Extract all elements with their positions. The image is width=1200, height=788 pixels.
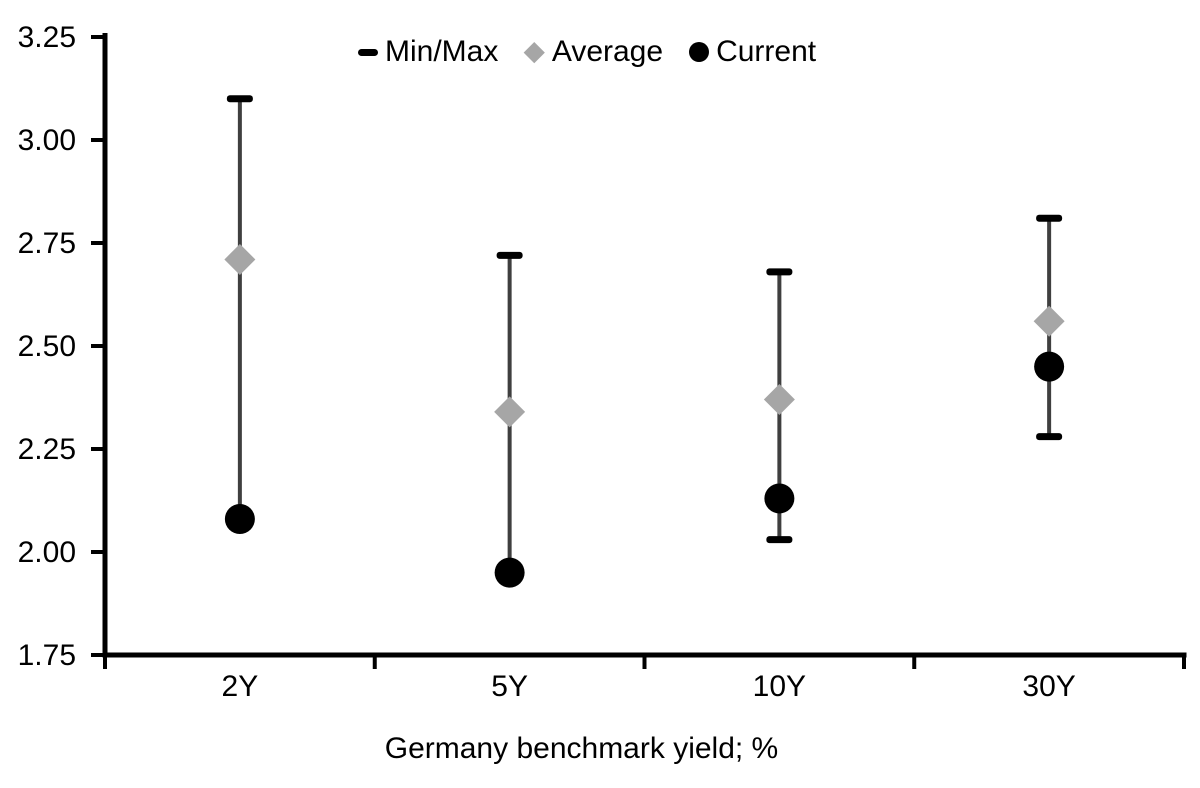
legend-item: Current: [689, 36, 816, 68]
y-tick-label: 1.75: [17, 638, 76, 672]
average-diamond-marker: [224, 243, 256, 275]
y-tick-label: 2.25: [17, 432, 76, 466]
min-cap-marker: [1036, 433, 1063, 441]
y-tick-label: 3.00: [17, 123, 76, 157]
max-cap-marker: [226, 95, 253, 103]
legend-item-label: Current: [716, 35, 817, 68]
max-cap-marker: [766, 268, 793, 276]
average-diamond-marker: [1033, 305, 1065, 337]
legend: Min/Max Average Current: [358, 36, 816, 68]
average-diamond-marker: [494, 396, 526, 428]
average-diamond-marker: [763, 384, 795, 416]
y-tick-label: 2.50: [17, 329, 76, 363]
max-cap-marker: [1036, 214, 1063, 222]
legend-item: Min/Max: [358, 36, 498, 68]
x-axis-title: Germany benchmark yield; %: [384, 732, 779, 765]
max-cap-marker: [496, 251, 523, 259]
y-tick-label: 2.00: [17, 535, 76, 569]
x-tick-label: 5Y: [491, 670, 528, 703]
legend-item-label: Min/Max: [385, 35, 499, 68]
y-tick-label: 2.75: [17, 226, 76, 260]
current-circle-marker: [494, 557, 525, 588]
x-tick-label: 2Y: [221, 670, 259, 703]
current-circle-marker: [764, 483, 795, 514]
current-circle-marker: [224, 504, 255, 535]
legend-average-diamond-icon: [524, 41, 545, 63]
legend-minmax-dash-icon: [358, 48, 378, 56]
legend-current-circle-icon: [689, 42, 710, 62]
x-tick-label: 30Y: [1022, 670, 1076, 703]
current-circle-marker: [1034, 351, 1065, 382]
legend-item: Average: [524, 36, 663, 68]
min-cap-marker: [766, 536, 793, 544]
legend-item-label: Average: [551, 35, 664, 68]
x-tick-label: 10Y: [752, 670, 807, 703]
y-tick-label: 3.25: [17, 20, 76, 54]
